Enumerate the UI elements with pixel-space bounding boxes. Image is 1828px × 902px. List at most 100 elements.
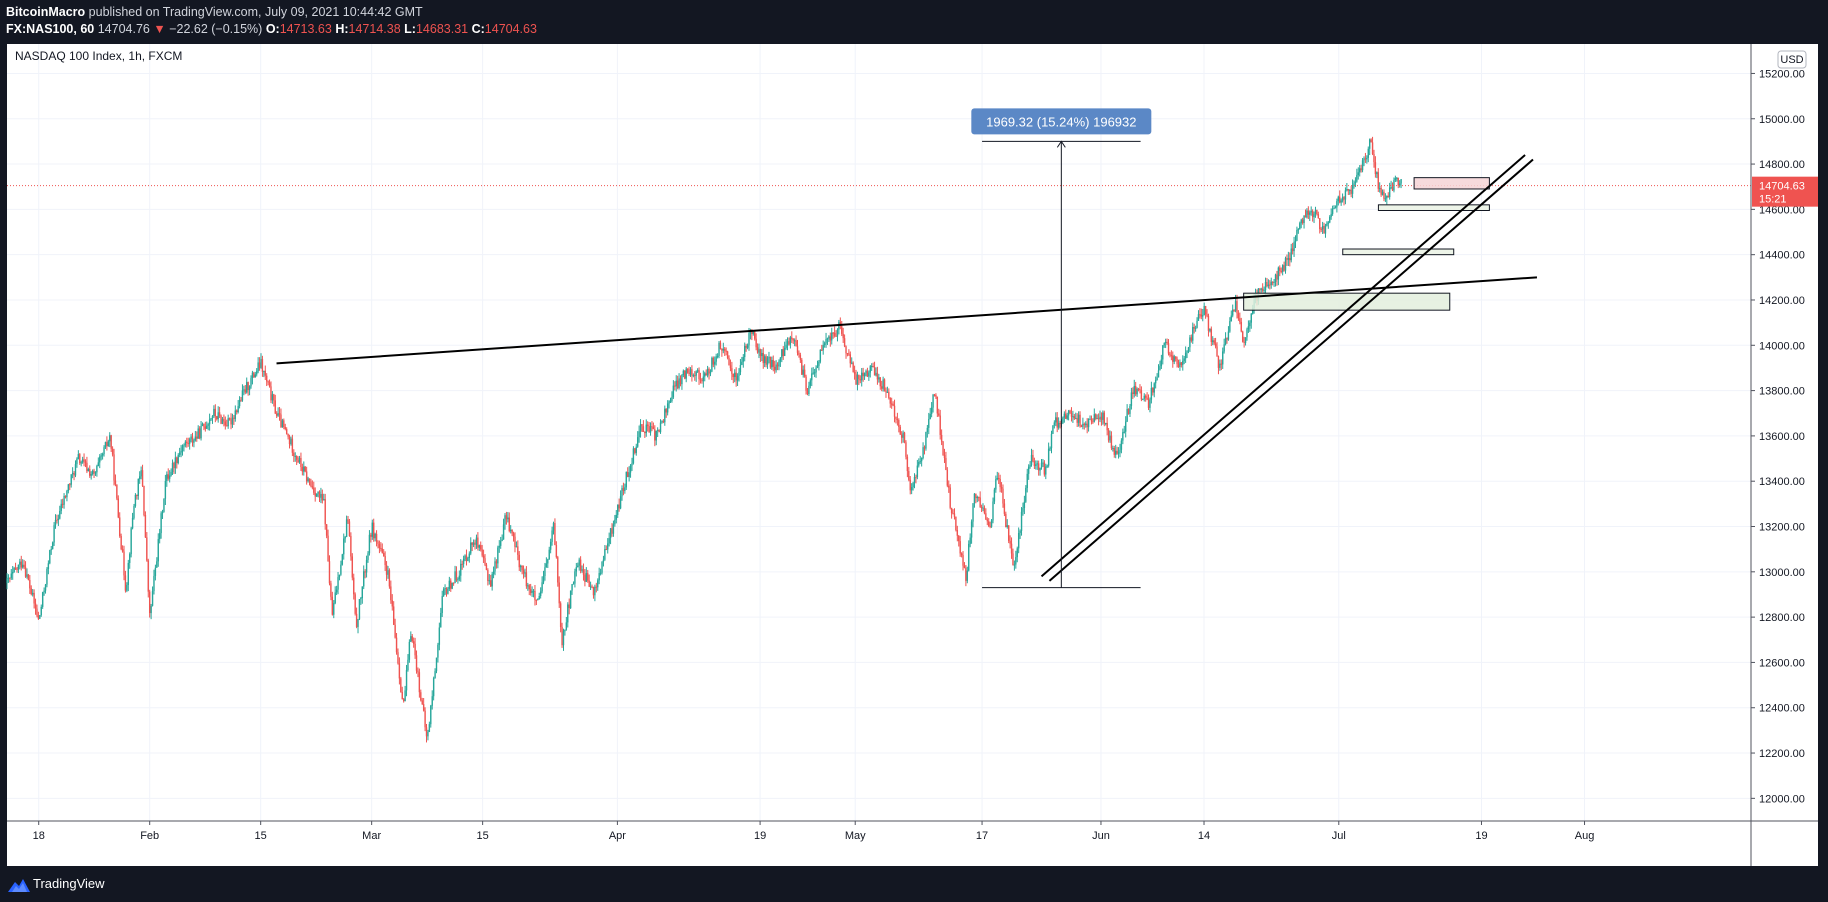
candle-body <box>1164 341 1167 344</box>
candle-body <box>829 336 832 341</box>
candle-body <box>1189 337 1191 348</box>
candle-body <box>1259 288 1261 290</box>
candle-body <box>247 382 249 391</box>
candle-body <box>761 352 763 357</box>
candle-body <box>1374 162 1377 175</box>
candle-body <box>238 399 241 407</box>
candle-body <box>772 359 774 367</box>
candle-body <box>1120 440 1123 450</box>
candle-body <box>678 378 680 388</box>
candle-body <box>1042 462 1044 464</box>
candle-body <box>736 375 739 381</box>
candle-body <box>584 574 586 582</box>
candle-body <box>368 534 371 554</box>
candle-body <box>114 480 117 485</box>
candle-body <box>274 400 276 414</box>
candle-body <box>1097 418 1100 420</box>
x-tick-label: 19 <box>754 830 766 842</box>
author-name[interactable]: BitcoinMacro <box>6 5 86 19</box>
candle-body <box>890 403 893 405</box>
candle-body <box>1194 327 1197 329</box>
zone-2-box <box>1342 248 1455 256</box>
candle-body <box>629 465 632 473</box>
candle-body <box>180 450 182 453</box>
candle-body <box>898 420 900 427</box>
candle-body <box>250 378 252 387</box>
close-value: 14704.63 <box>484 22 537 36</box>
tradingview-brand[interactable]: TradingView <box>33 876 105 891</box>
candle-body <box>1233 309 1235 311</box>
candle-body <box>275 413 278 416</box>
candle-body <box>381 548 383 553</box>
candle-body <box>688 372 690 375</box>
candle-body <box>210 418 212 420</box>
candle-body <box>615 514 617 520</box>
candle-body <box>628 472 630 478</box>
candle-body <box>654 429 656 441</box>
candle-body <box>638 431 640 438</box>
candle-body <box>431 696 433 706</box>
candle-body <box>920 457 923 462</box>
candle-body <box>246 382 248 393</box>
candle-body <box>124 575 127 591</box>
candle-body <box>922 447 924 458</box>
candle-body <box>645 424 647 434</box>
candle-body <box>664 408 666 423</box>
candle-body <box>348 521 351 536</box>
candle-body <box>639 424 642 432</box>
candle-body <box>1319 218 1321 230</box>
price-chart[interactable]: 1969.32 (15.24%) 196932 12000.00 12200.00… <box>0 44 1828 866</box>
y-tick-label: 12800.00 <box>1759 612 1805 624</box>
candle-body <box>1076 418 1078 423</box>
candle-body <box>1063 413 1066 418</box>
candle-body <box>36 608 38 616</box>
candle-body <box>130 528 132 555</box>
candle-body <box>224 421 227 426</box>
candle-body <box>7 577 10 579</box>
tradingview-logo-icon[interactable] <box>8 878 30 892</box>
candle-body <box>1140 390 1143 400</box>
candle-body <box>1179 362 1181 368</box>
currency-button[interactable] <box>1777 50 1807 69</box>
candle-body <box>735 372 737 381</box>
candle-body <box>793 340 796 342</box>
candle-body <box>655 430 657 441</box>
candle-body <box>552 523 555 531</box>
candle-body <box>822 344 824 351</box>
candle-body <box>851 362 853 364</box>
candle-body <box>524 572 526 574</box>
candle-body <box>231 417 234 425</box>
candle-body <box>109 435 111 442</box>
candle-body <box>959 541 961 554</box>
ohlc-line: FX:NAS100, 60 14704.76 ▼ −22.62 (−0.15%)… <box>6 22 537 36</box>
candle-body <box>711 357 713 372</box>
candle-body <box>1293 241 1295 252</box>
candle-body <box>1313 213 1315 218</box>
time-axis[interactable] <box>7 821 1751 866</box>
candle-body <box>916 465 919 478</box>
candle-body <box>662 421 665 423</box>
candle-body <box>328 561 331 584</box>
candle-body <box>81 459 84 463</box>
plot-area[interactable] <box>7 44 1751 821</box>
candle-body <box>498 545 500 548</box>
candle-body <box>170 471 172 476</box>
candle-body <box>374 533 376 539</box>
candle-body <box>858 374 860 380</box>
candle-body <box>482 555 485 559</box>
candle-body <box>193 440 195 443</box>
candle-body <box>1139 389 1141 391</box>
candle-body <box>1005 513 1007 527</box>
candle-body <box>1311 210 1314 218</box>
candle-body <box>1323 226 1325 234</box>
candle-body <box>1075 418 1077 420</box>
candle-body <box>547 559 549 564</box>
candle-body <box>1115 450 1117 455</box>
candle-body <box>1006 525 1008 527</box>
candle-body <box>267 381 269 383</box>
price-axis[interactable] <box>1751 44 1818 821</box>
candle-body <box>528 585 530 590</box>
candle-body <box>517 546 519 555</box>
candle-body <box>796 346 799 353</box>
